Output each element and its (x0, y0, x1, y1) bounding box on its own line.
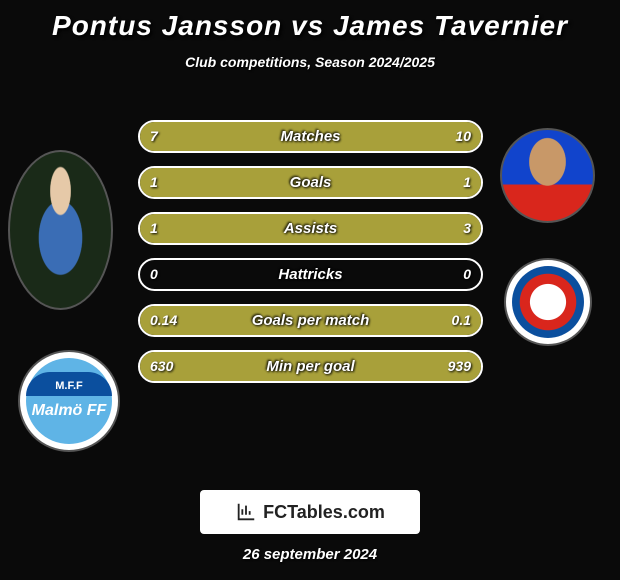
stat-row-goals-per-match: 0.14Goals per match0.1 (138, 304, 483, 337)
stat-value-right: 1 (463, 168, 471, 197)
stat-label: Goals per match (140, 306, 481, 335)
chart-icon (235, 501, 257, 523)
player1-photo (8, 150, 113, 310)
stat-row-min-per-goal: 630Min per goal939 (138, 350, 483, 383)
club-name: Malmö FF (32, 396, 107, 430)
stat-label: Min per goal (140, 352, 481, 381)
player1-club-badge: M.F.F Malmö FF (18, 350, 120, 452)
date: 26 september 2024 (0, 546, 620, 563)
stat-row-goals: 1Goals1 (138, 166, 483, 199)
stat-value-right: 10 (455, 122, 471, 151)
stats-bars: 7Matches101Goals11Assists30Hattricks00.1… (138, 120, 483, 396)
brand-text: FCTables.com (263, 502, 385, 523)
stat-label: Matches (140, 122, 481, 151)
stat-label: Goals (140, 168, 481, 197)
subtitle: Club competitions, Season 2024/2025 (0, 54, 620, 70)
stat-value-right: 3 (463, 214, 471, 243)
player2-photo (500, 128, 595, 223)
brand-box: FCTables.com (200, 490, 420, 534)
stat-value-right: 0.1 (452, 306, 471, 335)
stat-value-right: 0 (463, 260, 471, 289)
stat-value-right: 939 (448, 352, 471, 381)
stat-row-assists: 1Assists3 (138, 212, 483, 245)
stat-label: Assists (140, 214, 481, 243)
stat-label: Hattricks (140, 260, 481, 289)
page-title: Pontus Jansson vs James Tavernier (0, 0, 620, 42)
stat-row-hattricks: 0Hattricks0 (138, 258, 483, 291)
stat-row-matches: 7Matches10 (138, 120, 483, 153)
player2-club-badge (504, 258, 592, 346)
club-abbrev: M.F.F (26, 372, 112, 396)
